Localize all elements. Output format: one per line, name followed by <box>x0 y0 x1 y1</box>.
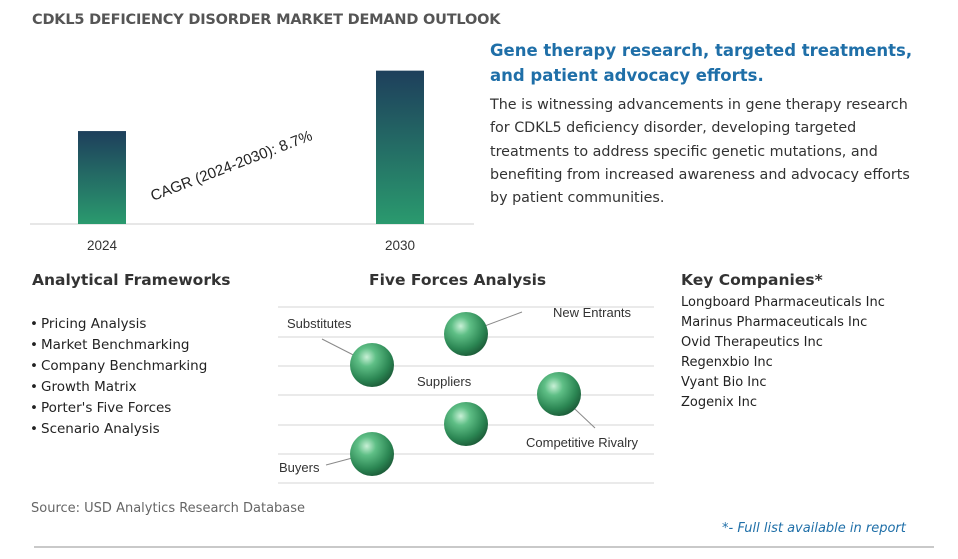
company-item: Zogenix Inc <box>681 395 758 410</box>
list-item: Scenario Analysis <box>30 419 207 440</box>
source-note: Source: USD Analytics Research Database <box>31 501 306 516</box>
bar-chart: 2024 2030 CAGR (2024-2030): 8.7% <box>30 70 474 253</box>
five-forces-title: Five Forces Analysis <box>369 271 547 289</box>
summary-text: The is witnessing advancements in gene t… <box>490 97 910 207</box>
bar-2030 <box>376 70 424 224</box>
chart-title: CDKL5 DEFICIENCY DISORDER MARKET DEMAND … <box>32 12 501 28</box>
frameworks-list: Pricing Analysis Market Benchmarking Com… <box>30 314 207 440</box>
label-new-entrants: New Entrants <box>553 305 632 320</box>
list-item: Growth Matrix <box>30 377 207 398</box>
cagr-annotation: CAGR (2024-2030): 8.7% <box>148 127 314 204</box>
x-tick-label-2030: 2030 <box>385 238 415 253</box>
company-item: Vyant Bio Inc <box>681 375 767 390</box>
company-item: Ovid Therapeutics Inc <box>681 335 823 350</box>
bar-2024 <box>78 131 126 224</box>
sphere-substitutes <box>350 343 394 387</box>
companies-list: Longboard Pharmaceuticals Inc Marinus Ph… <box>681 293 885 413</box>
list-item: Porter's Five Forces <box>30 398 207 419</box>
sphere-competitive-rivalry <box>537 372 581 416</box>
label-substitutes: Substitutes <box>287 316 352 331</box>
frameworks-title: Analytical Frameworks <box>32 271 231 289</box>
sphere-suppliers <box>444 402 488 446</box>
label-suppliers: Suppliers <box>417 374 472 389</box>
company-item: Regenxbio Inc <box>681 355 773 370</box>
x-tick-label-2024: 2024 <box>87 238 118 253</box>
list-item: Market Benchmarking <box>30 335 207 356</box>
sphere-new-entrants <box>444 312 488 356</box>
headline: Gene therapy research, targeted treatmen… <box>490 41 913 85</box>
company-item: Longboard Pharmaceuticals Inc <box>681 295 885 310</box>
companies-title: Key Companies* <box>681 271 823 289</box>
company-item: Marinus Pharmaceuticals Inc <box>681 315 868 330</box>
list-item: Company Benchmarking <box>30 356 207 377</box>
sphere-buyers <box>350 432 394 476</box>
divider <box>34 546 934 548</box>
label-competitive-rivalry: Competitive Rivalry <box>526 435 638 450</box>
footnote: *- Full list available in report <box>722 521 906 536</box>
label-buyers: Buyers <box>279 460 320 475</box>
list-item: Pricing Analysis <box>30 314 207 335</box>
